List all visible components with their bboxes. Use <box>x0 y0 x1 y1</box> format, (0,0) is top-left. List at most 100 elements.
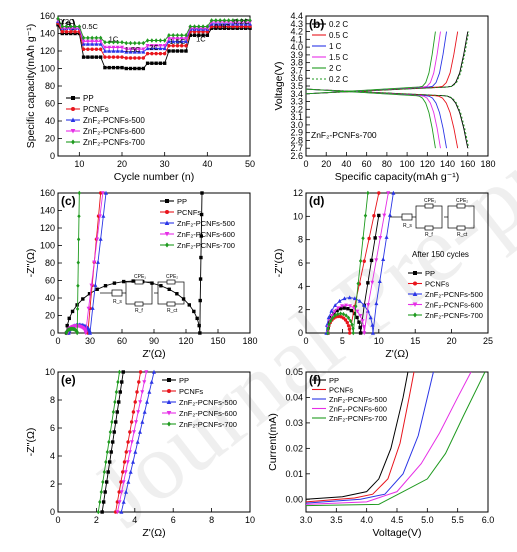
data-point <box>102 45 107 50</box>
data-point <box>356 281 360 286</box>
data-point <box>75 306 80 312</box>
data-point <box>373 236 377 240</box>
panel-c: 0 30 60 90 120 150 180 0 20 40 60 80 100 120 140 160 Z'(… <box>25 188 258 360</box>
data-point <box>104 459 108 465</box>
legend-entry: PCNFs <box>329 386 353 395</box>
data-point <box>90 35 94 41</box>
data-point <box>103 490 107 494</box>
data-point <box>107 45 112 50</box>
data-point <box>384 234 389 239</box>
data-point <box>121 470 125 474</box>
x-tick-label: 140 <box>440 159 455 169</box>
x-tick-label: 2 <box>94 515 99 525</box>
legend-entry: PCNFs <box>179 387 203 396</box>
circuit-label-r: R_ct <box>167 308 178 314</box>
x-tick-label: 15 <box>410 336 420 346</box>
data-point <box>140 419 145 424</box>
data-point <box>362 331 367 336</box>
data-point <box>75 303 79 307</box>
data-point <box>152 369 156 374</box>
circuit-cpe <box>134 279 144 285</box>
data-point <box>357 298 362 303</box>
data-point <box>138 370 143 374</box>
lsv-curve <box>305 371 434 504</box>
legend-entry: ZnF₂-PCNFs-700 <box>425 311 483 320</box>
data-point <box>126 440 130 444</box>
y-tick-label: 3.3 <box>290 97 303 107</box>
data-point <box>132 47 137 52</box>
data-point <box>209 18 214 23</box>
y-axis-label: Voltage(V) <box>273 61 285 110</box>
cycles-annotation: After 150 cycles <box>412 250 469 259</box>
circuit-loop <box>415 205 443 229</box>
circuit-loop <box>447 205 475 229</box>
data-point <box>344 303 349 308</box>
y-tick-label: 3.9 <box>290 50 303 60</box>
charge-curve <box>305 31 436 95</box>
data-point <box>358 331 363 335</box>
data-point <box>60 24 64 29</box>
legend-marker <box>167 421 171 427</box>
data-point <box>167 33 171 38</box>
data-point <box>96 509 101 515</box>
data-point <box>107 40 111 45</box>
data-point <box>116 379 120 385</box>
panel-label: (d) <box>309 194 324 208</box>
data-point <box>222 18 227 23</box>
legend-entry: ZnF₂-PCNFs-500 <box>179 398 237 407</box>
data-point <box>142 380 147 385</box>
data-point <box>381 257 386 261</box>
y-tick-label: 2 <box>50 479 55 489</box>
data-point <box>326 326 330 331</box>
data-point <box>118 390 122 394</box>
data-point <box>98 39 103 44</box>
data-point <box>131 430 136 435</box>
data-point <box>108 429 113 435</box>
data-point <box>73 31 77 36</box>
data-point <box>114 389 119 395</box>
data-point <box>347 327 352 332</box>
data-point <box>358 258 363 264</box>
data-point <box>133 66 137 71</box>
legend-entry: ZnF₂-PCNFs-700 <box>83 138 145 147</box>
data-point <box>121 499 126 504</box>
data-point <box>218 24 222 29</box>
data-point <box>120 65 124 70</box>
data-point <box>167 44 171 48</box>
series-line <box>57 18 250 44</box>
data-point <box>357 320 361 324</box>
rate-label: 0.5C <box>82 22 98 31</box>
data-point <box>138 429 143 434</box>
data-point <box>86 47 90 51</box>
data-point <box>154 44 159 48</box>
legend-entry: 1 C <box>329 42 342 51</box>
data-point <box>81 39 86 44</box>
y-tick-label: 0 <box>50 328 55 338</box>
legend-entry: ZnF₂-PCNFs-500 <box>329 395 387 404</box>
data-point <box>116 40 120 45</box>
x-tick-label: 20 <box>321 159 331 169</box>
data-point <box>366 190 370 196</box>
data-point <box>235 18 239 23</box>
data-point <box>369 258 374 263</box>
data-point <box>137 47 142 52</box>
data-point <box>244 18 248 23</box>
data-point <box>372 214 376 218</box>
circuit-label-cpe: CPE₂ <box>456 198 468 204</box>
data-point <box>145 61 150 65</box>
x-tick-label: 60 <box>117 336 127 346</box>
x-tick-label: 0 <box>55 336 60 346</box>
data-point <box>81 55 86 59</box>
data-point <box>105 449 110 455</box>
data-point <box>117 490 121 494</box>
x-axis-label: Specific capacity(mAh g⁻¹) <box>335 171 460 183</box>
data-point <box>145 51 150 56</box>
panel-label: (c) <box>61 194 76 208</box>
data-point <box>119 509 124 514</box>
data-point <box>127 450 132 455</box>
data-point <box>145 38 150 43</box>
x-tick-label: 150 <box>210 336 225 346</box>
data-point <box>135 439 140 444</box>
panel-b: 0 20 40 60 80 100 120 140 160 1802.62.72.82.93.03… <box>273 11 496 183</box>
y-tick-label: 3.8 <box>290 58 303 68</box>
